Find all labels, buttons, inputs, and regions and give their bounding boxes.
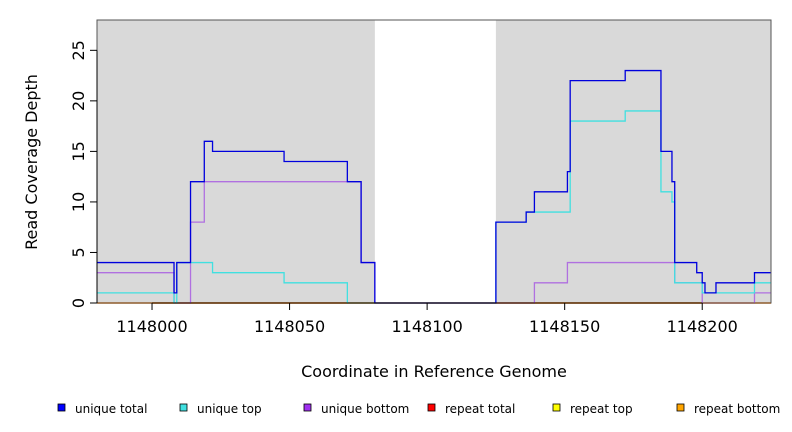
legend-label: unique bottom <box>321 402 409 416</box>
legend-item: repeat top <box>552 402 633 416</box>
legend-item: unique bottom <box>303 402 409 416</box>
series-line-unique-top <box>97 110 771 304</box>
y-axis-label: Read Coverage Depth <box>22 74 41 250</box>
legend-label: unique top <box>197 402 262 416</box>
legend-swatch <box>57 403 66 412</box>
y-tick-label: 5 <box>69 247 88 257</box>
y-tick-label: 15 <box>69 141 88 161</box>
x-tick-label: 1148050 <box>254 317 325 336</box>
x-tick-label: 1148100 <box>391 317 462 336</box>
legend-item: repeat bottom <box>676 402 780 416</box>
legend-label: repeat bottom <box>694 402 780 416</box>
legend-label: repeat top <box>570 402 633 416</box>
legend-swatch <box>427 403 436 412</box>
x-axis-label: Coordinate in Reference Genome <box>301 362 567 381</box>
x-tick-label: 1148000 <box>116 317 187 336</box>
legend-item: unique total <box>57 402 147 416</box>
y-axis: 0 5 10 15 20 25 <box>69 40 98 308</box>
legend-swatch <box>552 403 561 412</box>
y-tick-label: 10 <box>69 192 88 212</box>
y-tick-label: 20 <box>69 91 88 111</box>
series-line-unique-total <box>97 69 771 304</box>
legend-item: unique top <box>179 402 262 416</box>
legend-label: unique total <box>75 402 147 416</box>
legend-swatch <box>676 403 685 412</box>
y-tick-label: 0 <box>69 298 88 308</box>
shaded-region <box>495 20 771 303</box>
x-tick-label: 1148150 <box>529 317 600 336</box>
y-tick-label: 25 <box>69 40 88 60</box>
legend: unique total unique top unique bottom repea… <box>57 402 780 416</box>
legend-swatch <box>179 403 188 412</box>
x-axis: 1148000 1148050 1148100 1148150 1148200 <box>116 302 738 336</box>
x-tick-label: 1148200 <box>667 317 738 336</box>
legend-item: repeat total <box>427 402 515 416</box>
legend-swatch <box>303 403 312 412</box>
legend-label: repeat total <box>445 402 515 416</box>
